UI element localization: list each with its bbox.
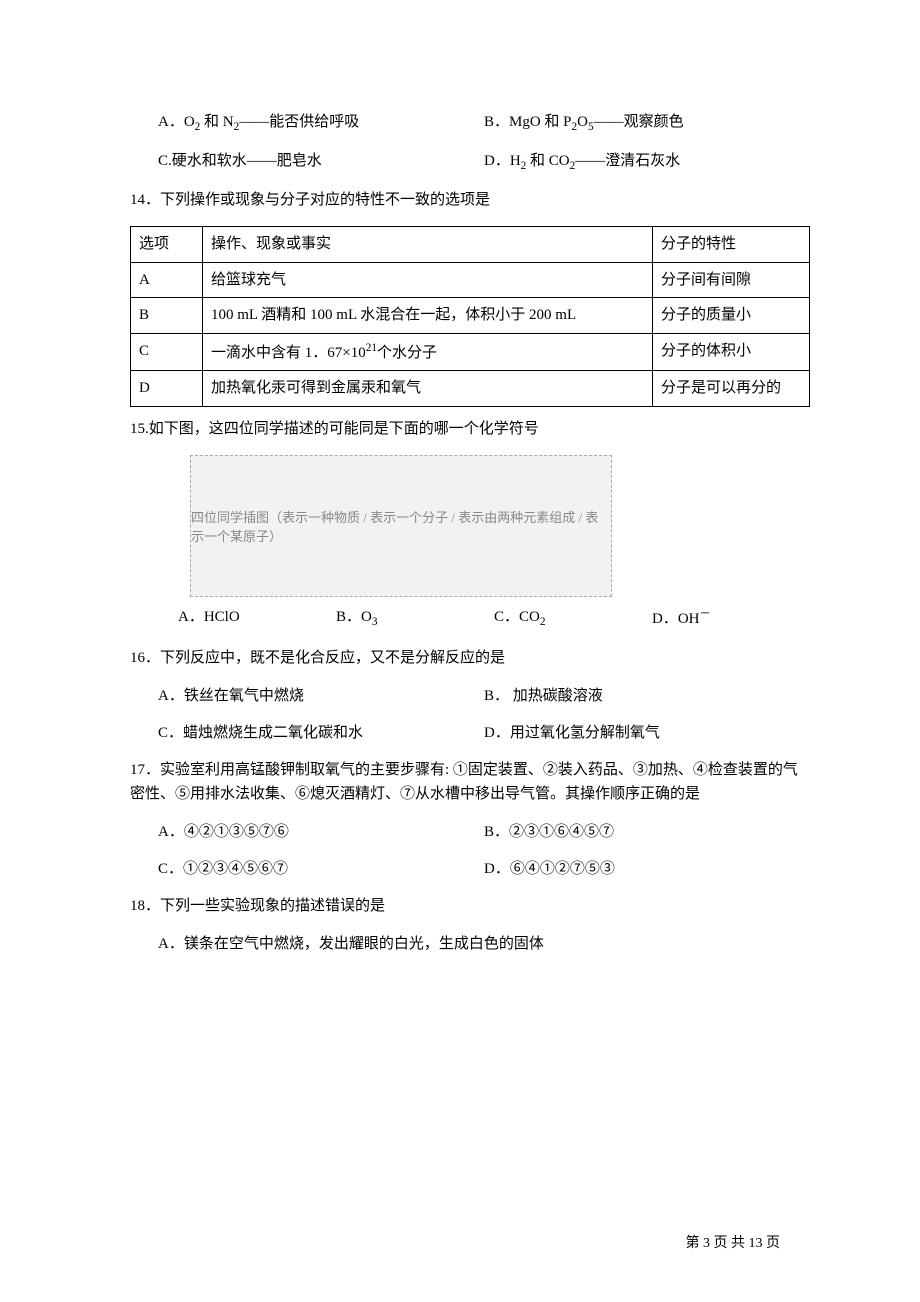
page-footer: 第 3 页 共 13 页 bbox=[686, 1232, 781, 1252]
q14-stem: 14．下列操作或现象与分子对应的特性不一致的选项是 bbox=[130, 188, 810, 212]
q14-head-c3: 分子的特性 bbox=[653, 227, 810, 263]
q17-options-row1: A．④②①③⑤⑦⑥ B．②③①⑥④⑤⑦ bbox=[158, 820, 810, 841]
q14-r4-c2: 加热氧化汞可得到金属汞和氧气 bbox=[203, 371, 653, 407]
q14-r3-c2-pre: 一滴水中含有 1．67×10 bbox=[211, 345, 366, 361]
q13-d-tail: ——澄清石灰水 bbox=[575, 153, 680, 169]
q13-opt-d: D．H2 和 CO2——澄清石灰水 bbox=[484, 149, 810, 172]
q14-r2-c1: B bbox=[131, 298, 203, 334]
q14-r1-c1: A bbox=[131, 262, 203, 298]
q18-options-row1: A．镁条在空气中燃烧，发出耀眼的白光，生成白色的固体 bbox=[158, 932, 810, 953]
q14-r2-c3: 分子的质量小 bbox=[653, 298, 810, 334]
q16-opt-a: A．铁丝在氧气中燃烧 bbox=[158, 684, 484, 705]
q18-opt-a: A．镁条在空气中燃烧，发出耀眼的白光，生成白色的固体 bbox=[158, 932, 810, 953]
q13-a-pre: A．O bbox=[158, 114, 195, 130]
table-row: 选项 操作、现象或事实 分子的特性 bbox=[131, 227, 810, 263]
q14-r1-c2: 给篮球充气 bbox=[203, 262, 653, 298]
q13-d-pre: D．H bbox=[484, 153, 521, 169]
q14-r4-c1: D bbox=[131, 371, 203, 407]
q14-head-c2: 操作、现象或事实 bbox=[203, 227, 653, 263]
q17-opt-d: D．⑥④①②⑦⑤③ bbox=[484, 857, 810, 878]
q17-stem: 17．实验室利用高锰酸钾制取氧气的主要步骤有: ①固定装置、②装入药品、③加热、… bbox=[130, 758, 810, 806]
q13-b-pre: B．MgO 和 P bbox=[484, 114, 572, 130]
q15-stem: 15.如下图，这四位同学描述的可能同是下面的哪一个化学符号 bbox=[130, 417, 810, 441]
q14-r2-c2: 100 mL 酒精和 100 mL 水混合在一起，体积小于 200 mL bbox=[203, 298, 653, 334]
q16-options-row2: C．蜡烛燃烧生成二氧化碳和水 D．用过氧化氢分解制氧气 bbox=[158, 721, 810, 742]
q13-b-tail: ——观察颜色 bbox=[594, 114, 684, 130]
q14-r3-c2: 一滴水中含有 1．67×1021个水分子 bbox=[203, 333, 653, 371]
q14-r3-c1: C bbox=[131, 333, 203, 371]
q16-opt-d: D．用过氧化氢分解制氧气 bbox=[484, 721, 810, 742]
q17-opt-c: C．①②③④⑤⑥⑦ bbox=[158, 857, 484, 878]
q13-opt-c: C.硬水和软水——肥皂水 bbox=[158, 149, 484, 172]
table-row: A 给篮球充气 分子间有间隙 bbox=[131, 262, 810, 298]
q14-r3-c3: 分子的体积小 bbox=[653, 333, 810, 371]
table-row: C 一滴水中含有 1．67×1021个水分子 分子的体积小 bbox=[131, 333, 810, 371]
q15-b-pre: B．O bbox=[336, 609, 372, 625]
q14-table: 选项 操作、现象或事实 分子的特性 A 给篮球充气 分子间有间隙 B 100 m… bbox=[130, 226, 810, 407]
q13-a-tail: ——能否供给呼吸 bbox=[239, 114, 359, 130]
q13-options-row2: C.硬水和软水——肥皂水 D．H2 和 CO2——澄清石灰水 bbox=[158, 149, 810, 172]
q18-stem: 18．下列一些实验现象的描述错误的是 bbox=[130, 894, 810, 918]
q15-opt-d: D．OH－ bbox=[652, 605, 810, 628]
q13-d-mid: 和 CO bbox=[526, 153, 569, 169]
q15-image-placeholder: 四位同学插图（表示一种物质 / 表示一个分子 / 表示由两种元素组成 / 表示一… bbox=[190, 455, 612, 597]
q16-options-row1: A．铁丝在氧气中燃烧 B． 加热碳酸溶液 bbox=[158, 684, 810, 705]
q15-opt-a: A．HClO bbox=[178, 605, 336, 628]
table-row: D 加热氧化汞可得到金属汞和氧气 分子是可以再分的 bbox=[131, 371, 810, 407]
q15-d-pre: D．OH bbox=[652, 611, 700, 627]
q15-image-wrap: 四位同学插图（表示一种物质 / 表示一个分子 / 表示由两种元素组成 / 表示一… bbox=[190, 455, 810, 597]
q14-r1-c3: 分子间有间隙 bbox=[653, 262, 810, 298]
q14-r3-c2-post: 个水分子 bbox=[377, 345, 437, 361]
q15-c-sub: 2 bbox=[540, 616, 546, 628]
q16-opt-c: C．蜡烛燃烧生成二氧化碳和水 bbox=[158, 721, 484, 742]
q14-r4-c3: 分子是可以再分的 bbox=[653, 371, 810, 407]
q15-options: A．HClO B．O3 C．CO2 D．OH－ bbox=[178, 605, 810, 628]
q16-opt-b: B． 加热碳酸溶液 bbox=[484, 684, 810, 705]
q15-opt-b: B．O3 bbox=[336, 605, 494, 628]
q13-a-mid: 和 N bbox=[200, 114, 233, 130]
q17-opt-b: B．②③①⑥④⑤⑦ bbox=[484, 820, 810, 841]
q13-options-row1: A．O2 和 N2——能否供给呼吸 B．MgO 和 P2O5——观察颜色 bbox=[158, 110, 810, 133]
q15-b-sub: 3 bbox=[372, 616, 378, 628]
q13-b-mid: O bbox=[577, 114, 588, 130]
page-container: A．O2 和 N2——能否供给呼吸 B．MgO 和 P2O5——观察颜色 C.硬… bbox=[0, 0, 920, 1302]
q17-opt-a: A．④②①③⑤⑦⑥ bbox=[158, 820, 484, 841]
q13-opt-b: B．MgO 和 P2O5——观察颜色 bbox=[484, 110, 810, 133]
q15-opt-c: C．CO2 bbox=[494, 605, 652, 628]
q13-opt-a: A．O2 和 N2——能否供给呼吸 bbox=[158, 110, 484, 133]
table-row: B 100 mL 酒精和 100 mL 水混合在一起，体积小于 200 mL 分… bbox=[131, 298, 810, 334]
q17-options-row2: C．①②③④⑤⑥⑦ D．⑥④①②⑦⑤③ bbox=[158, 857, 810, 878]
q14-r3-c2-sup: 21 bbox=[366, 342, 377, 354]
q15-d-sup: － bbox=[700, 608, 711, 620]
q14-head-c1: 选项 bbox=[131, 227, 203, 263]
q15-c-pre: C．CO bbox=[494, 609, 540, 625]
q16-stem: 16．下列反应中，既不是化合反应，又不是分解反应的是 bbox=[130, 646, 810, 670]
